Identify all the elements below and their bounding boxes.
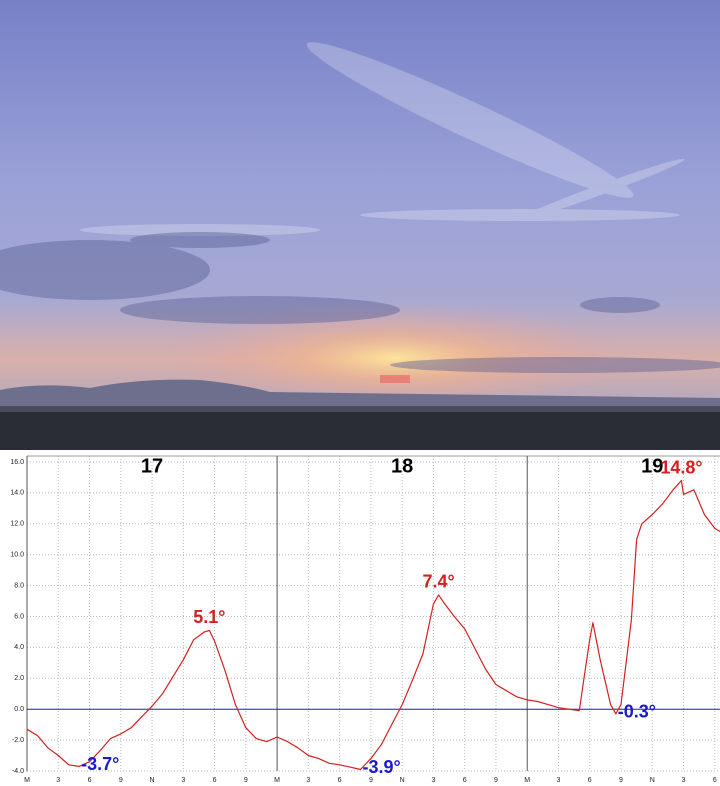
y-tick-label: 2.0	[14, 675, 24, 682]
x-tick-label: 9	[494, 777, 498, 784]
y-tick-label: 0.0	[14, 706, 24, 713]
x-tick-label: 3	[682, 777, 686, 784]
y-tick-label: -2.0	[12, 737, 24, 744]
max-label: 7.4°	[423, 572, 455, 592]
x-tick-label: 6	[463, 777, 467, 784]
chart-background	[0, 450, 720, 786]
x-tick-label: M	[524, 777, 530, 784]
max-label: 5.1°	[193, 607, 225, 627]
y-tick-label: 12.0	[10, 521, 24, 528]
min-label: -0.3°	[618, 702, 656, 722]
x-tick-label: 9	[619, 777, 623, 784]
x-tick-label: N	[650, 777, 655, 784]
x-tick-label: N	[150, 777, 155, 784]
x-tick-label: 6	[338, 777, 342, 784]
x-tick-label: M	[24, 777, 30, 784]
x-tick-label: 3	[557, 777, 561, 784]
day-label: 18	[391, 455, 413, 477]
x-tick-label: 6	[88, 777, 92, 784]
x-tick-label: 9	[244, 777, 248, 784]
y-tick-label: 14.0	[10, 490, 24, 497]
y-tick-label: 10.0	[10, 552, 24, 559]
day-label: 17	[141, 455, 163, 477]
y-tick-label: 8.0	[14, 582, 24, 589]
min-label: -3.9°	[362, 757, 400, 777]
min-label: -3.7°	[81, 754, 119, 774]
x-tick-label: 9	[369, 777, 373, 784]
temperature-line	[26, 479, 720, 771]
x-tick-label: 3	[431, 777, 435, 784]
chart: -4.0 -2.0 0.0 2.0 4.0 6.0 8.0 10.0 12.0 14.0 16.0 M…	[10, 455, 720, 784]
y-tick-label: 4.0	[14, 644, 24, 651]
x-tick-label: 3	[306, 777, 310, 784]
x-tick-label: M	[274, 777, 280, 784]
y-tick-label: -4.0	[12, 768, 24, 775]
y-tick-label: 6.0	[14, 613, 24, 620]
x-tick-label: N	[400, 777, 405, 784]
x-tick-label: 6	[213, 777, 217, 784]
x-tick-label: 6	[588, 777, 592, 784]
y-tick-label: 16.0	[10, 459, 24, 466]
x-tick-label: 3	[181, 777, 185, 784]
x-tick-label: 9	[119, 777, 123, 784]
photo	[0, 0, 720, 450]
day-label: 19	[641, 455, 663, 477]
x-tick-label: 6	[713, 777, 717, 784]
max-label: 14.8°	[660, 457, 702, 477]
x-tick-label: 3	[56, 777, 60, 784]
